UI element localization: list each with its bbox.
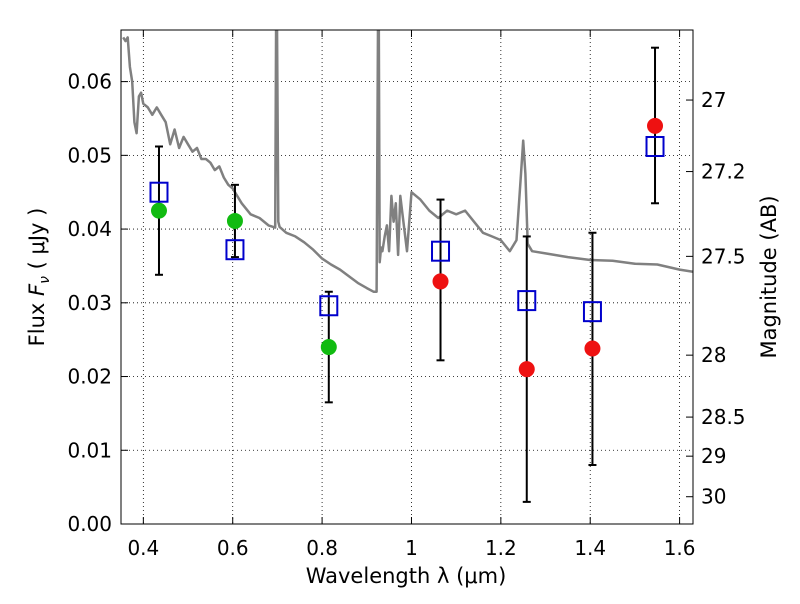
y2-tick-label: 27.2	[701, 160, 746, 184]
y2-tick-label: 29	[701, 444, 726, 468]
x-tick-label: 0.8	[306, 536, 338, 560]
y-tick-label: 0.04	[67, 217, 112, 241]
x-tick-label: 1.2	[485, 536, 517, 560]
y-tick-label: 0.00	[67, 512, 112, 536]
plot-frame	[120, 29, 694, 525]
y-tick-label: 0.01	[67, 438, 112, 462]
observed-flux-point	[150, 202, 167, 219]
y-tick-label: 0.05	[67, 143, 112, 167]
model-flux-square	[431, 240, 451, 262]
y2-tick-label: 27	[701, 88, 726, 112]
x-tick-label: 0.4	[127, 536, 159, 560]
grid-lines	[121, 30, 693, 525]
y-axis-title: Flux Fν ( μJy )	[25, 208, 53, 347]
marker-layer	[149, 117, 665, 378]
observed-flux-point	[226, 212, 243, 229]
y2-tick-label: 30	[701, 485, 726, 509]
axis-ticks: 0.4 0.6 0.8 1 1.2 1.4 1.6 0.00 0.01 0.02 0.03 0.04 0…	[67, 30, 746, 560]
model-flux-square	[225, 239, 245, 261]
x-axis-title: Wavelength λ (μm)	[306, 564, 507, 588]
x-tick-label: 0.6	[217, 536, 249, 560]
y-tick-label: 0.03	[67, 291, 112, 315]
error-bar-layer	[154, 46, 660, 503]
model-flux-square	[319, 295, 339, 317]
x-tick-label: 1	[405, 536, 418, 560]
model-flux-square	[645, 135, 665, 157]
y2-tick-label: 27.5	[701, 244, 746, 268]
observed-flux-point	[432, 273, 449, 290]
y2-tick-label: 28.5	[701, 405, 746, 429]
x-tick-label: 1.6	[664, 536, 696, 560]
x-tick-label: 1.4	[574, 536, 606, 560]
y2-axis-title: Magnitude (AB)	[757, 195, 781, 358]
model-flux-square	[582, 301, 602, 323]
model-spectrum-line	[122, 30, 693, 293]
observed-flux-point	[518, 361, 535, 378]
model-flux-square	[149, 181, 169, 203]
y-tick-label: 0.06	[67, 70, 112, 94]
observed-flux-point	[320, 339, 337, 356]
y-tick-label: 0.02	[67, 365, 112, 389]
model-flux-square	[517, 290, 537, 312]
observed-flux-point	[584, 340, 601, 357]
observed-flux-point	[647, 117, 664, 134]
y2-tick-label: 28	[701, 343, 726, 367]
spectrum-layer	[122, 30, 693, 293]
